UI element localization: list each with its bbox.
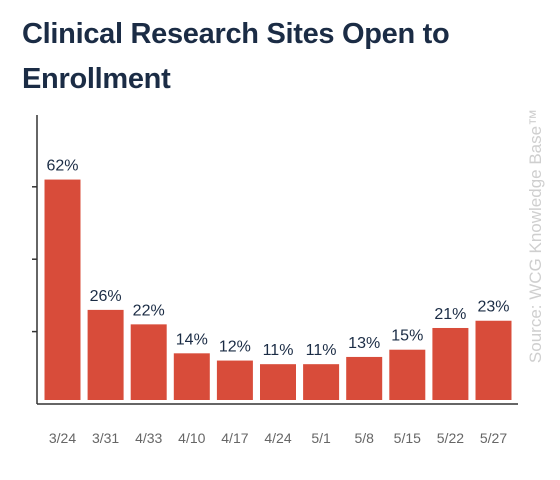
data-label-4: 12%	[219, 339, 251, 356]
bar-0	[44, 179, 81, 400]
bar-10	[475, 320, 512, 400]
x-tick-label-6: 5/1	[311, 430, 331, 446]
bar-4	[216, 360, 253, 400]
bar-1	[87, 309, 124, 400]
data-label-0: 62%	[46, 158, 78, 175]
data-label-2: 22%	[133, 302, 165, 319]
source-note: Source: WCG Knowledge Base™	[526, 108, 545, 364]
bar-2	[130, 324, 167, 400]
bar-5	[260, 364, 296, 400]
x-tick-label-9: 5/22	[437, 430, 464, 446]
data-label-8: 15%	[391, 328, 423, 345]
x-tick-label-10: 5/27	[480, 430, 507, 446]
x-tick-label-1: 3/31	[92, 430, 119, 446]
data-label-6: 11%	[306, 342, 337, 359]
bar-9	[432, 327, 469, 400]
chart-x-tick-labels: 3/24 3/31 4/33 4/10 4/17 4/24 5/1 5/8 5/15 5/22 5/…	[49, 430, 507, 446]
chart-bars	[44, 179, 512, 400]
bar-6	[303, 364, 340, 400]
x-tick-label-4: 4/17	[221, 430, 248, 446]
data-label-5: 11%	[263, 342, 294, 359]
bar-7	[346, 356, 383, 400]
x-tick-label-0: 3/24	[49, 430, 76, 446]
chart-axes	[32, 115, 518, 405]
bar-8	[389, 349, 426, 400]
data-label-7: 13%	[348, 335, 380, 352]
x-tick-label-8: 5/15	[394, 430, 421, 446]
x-tick-label-5: 4/24	[264, 430, 291, 446]
bar-3	[173, 353, 210, 400]
data-label-1: 26%	[90, 288, 122, 305]
chart-title: Clinical Research Sites Open to Enrollme…	[22, 18, 450, 95]
chart-data-labels: 62% 26% 22% 14% 12% 11% 11% 13% 15% 21% 23%	[46, 158, 509, 360]
x-tick-label-3: 4/10	[178, 430, 205, 446]
data-label-3: 14%	[176, 331, 208, 348]
data-label-10: 23%	[477, 299, 509, 316]
data-label-9: 21%	[434, 306, 466, 323]
x-tick-label-2: 4/33	[135, 430, 162, 446]
x-tick-label-7: 5/8	[354, 430, 374, 446]
